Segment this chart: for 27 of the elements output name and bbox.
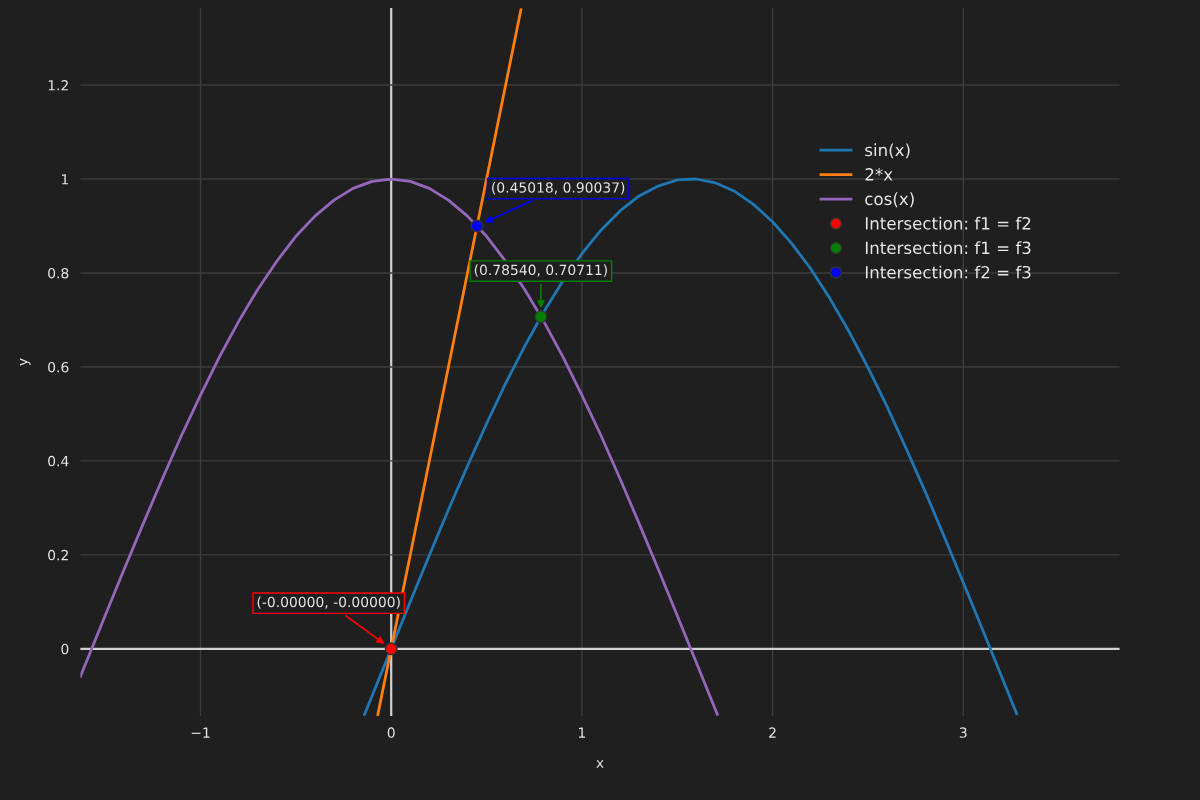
annotation: (-0.00000, -0.00000) [257,596,400,609]
legend-label: sin(x) [865,143,910,159]
line-series [80,177,719,716]
point [384,642,398,656]
y-tick-label: 1.2 [48,80,68,91]
y-tick-label: 0.6 [48,361,69,373]
x-tick-label: −1 [191,727,210,738]
y-axis-title: y [20,358,31,366]
y-tick-label: 0.8 [48,267,69,279]
legend-label: cos(x) [865,192,914,208]
point [470,219,484,233]
x-axis-title: x [596,760,604,768]
x-tick-label: 1 [578,727,586,738]
y-tick-label: 0 [61,643,69,655]
legend-label: 2*x [865,168,893,181]
legend-label: Intersection: f1 = f3 [865,241,1031,255]
x-tick-label: 0 [387,727,395,738]
annotation: (0.78540, 0.70711) [474,264,607,277]
legend-label: Intersection: f1 = f2 [865,216,1031,230]
y-tick-label: 0.2 [48,549,68,561]
y-tick-label: 0.4 [48,455,69,467]
y-tick-label: 1 [61,174,69,185]
x-tick-label: 2 [769,727,776,738]
point [534,310,548,324]
legend-label: Intersection: f2 = f3 [865,265,1031,279]
x-tick-label: 3 [959,727,967,738]
annotation: (0.45018, 0.90037) [492,182,625,195]
